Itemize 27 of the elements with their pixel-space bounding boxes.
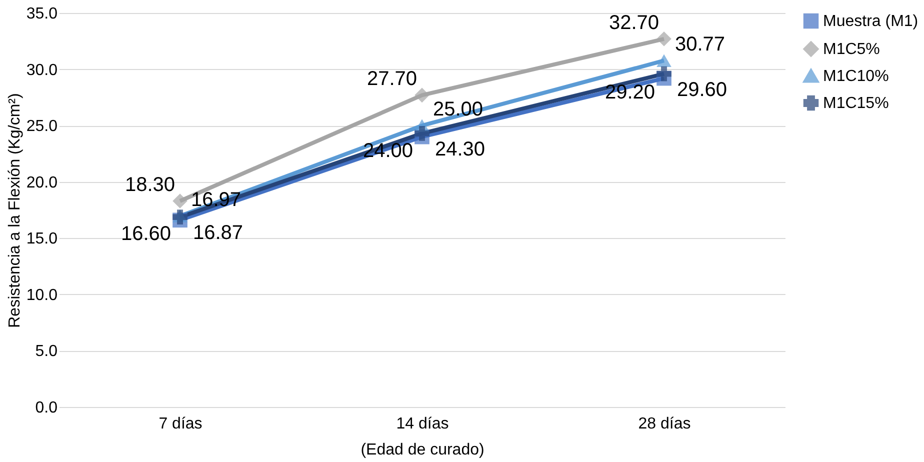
data-label: 29.20 bbox=[604, 81, 656, 104]
data-label: 16.60 bbox=[120, 223, 172, 246]
data-label: 29.60 bbox=[676, 78, 728, 101]
legend-label: M1C10% bbox=[823, 68, 889, 85]
legend-label: M1C15% bbox=[823, 95, 889, 112]
y-tick-label: 20.0 bbox=[26, 174, 58, 192]
x-tick-label: 7 días bbox=[158, 416, 202, 432]
y-tick-label: 10.0 bbox=[26, 286, 58, 304]
x-axis-title: (Edad de curado) bbox=[360, 442, 484, 458]
x-tick-label: 14 días bbox=[396, 416, 449, 432]
y-tick-label: 35.0 bbox=[26, 6, 58, 22]
data-label: 27.70 bbox=[366, 68, 418, 90]
y-axis-title: Resistencia a la Flexión (Kg/cm²) bbox=[6, 93, 24, 328]
data-label: 18.30 bbox=[124, 174, 176, 196]
y-tick-label: 0.0 bbox=[35, 400, 58, 416]
legend-label: Muestra (M1) bbox=[823, 13, 918, 30]
x-tick-label: 28 días bbox=[638, 416, 691, 432]
data-label: 24.30 bbox=[434, 138, 486, 160]
data-label: 32.70 bbox=[608, 12, 660, 34]
data-label: 16.87 bbox=[192, 222, 244, 244]
data-label: 25.00 bbox=[432, 98, 484, 121]
y-tick-label: 15.0 bbox=[26, 230, 58, 248]
legend-label: M1C5% bbox=[823, 41, 880, 58]
data-label: 30.77 bbox=[674, 34, 726, 56]
y-tick-label: 30.0 bbox=[26, 62, 58, 79]
y-tick-label: 5.0 bbox=[35, 343, 58, 360]
y-tick-label: 25.0 bbox=[26, 118, 58, 136]
